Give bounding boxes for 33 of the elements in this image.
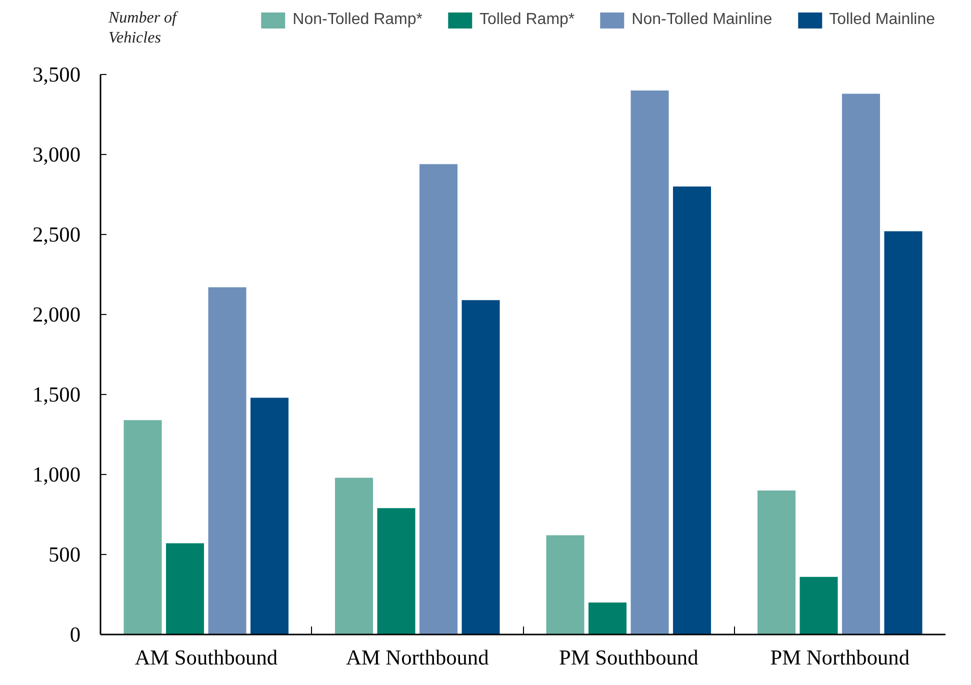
bar <box>208 287 246 634</box>
bar <box>124 420 162 634</box>
bar <box>377 508 416 634</box>
y-tick-label: 2,000 <box>32 302 81 326</box>
x-tick-label: PM Northbound <box>770 646 910 670</box>
bar <box>672 186 712 634</box>
legend-label: Tolled Mainline <box>829 11 935 29</box>
y-axis-title: Number of Vehicles <box>108 10 180 46</box>
x-tick-label: AM Northbound <box>346 646 490 670</box>
y-tick-label: 1,000 <box>32 462 81 486</box>
bar <box>757 490 796 634</box>
y-tick-label: 2,500 <box>32 222 81 246</box>
bar <box>334 478 374 634</box>
y-tick-label: 500 <box>48 542 81 566</box>
bar <box>588 602 627 634</box>
y-tick-label: 3,500 <box>32 62 81 86</box>
bar <box>166 543 204 634</box>
y-tick-label: 0 <box>70 622 81 646</box>
bar <box>546 535 584 634</box>
bar <box>630 90 669 634</box>
legend-label: Non-Tolled Ramp* <box>292 11 422 29</box>
bar <box>462 300 500 634</box>
y-tick-label: 1,500 <box>32 382 81 406</box>
legend-label: Tolled Ramp* <box>479 11 575 29</box>
bar <box>250 398 289 634</box>
y-tick-label: 3,000 <box>32 142 81 166</box>
x-tick-label: AM Southbound <box>134 646 278 670</box>
bar <box>842 94 880 634</box>
x-tick-label: PM Southbound <box>558 646 699 670</box>
bar <box>800 576 838 634</box>
legend-label: Non-Tolled Mainline <box>632 11 772 29</box>
bar <box>419 164 458 634</box>
bar <box>884 231 922 634</box>
